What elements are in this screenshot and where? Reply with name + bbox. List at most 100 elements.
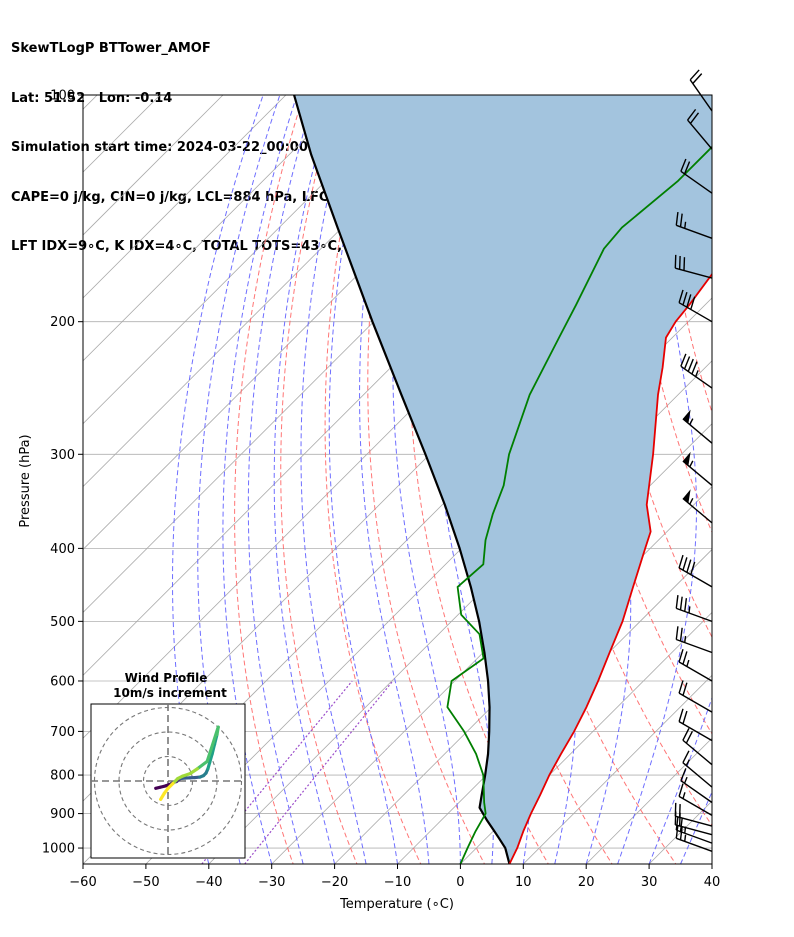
y-tick-label: 100: [50, 89, 75, 104]
dry-adiabat: [760, 95, 794, 867]
barb-half: [686, 659, 690, 667]
moist-adiabat: [328, 95, 398, 864]
inset-title: Wind Profile: [125, 671, 208, 685]
barb-full: [687, 108, 697, 121]
barb-full: [682, 728, 690, 741]
y-tick-label: 500: [50, 615, 75, 630]
dry-adiabat: [280, 95, 358, 864]
barb-full: [680, 158, 687, 172]
dewpoint-line: [446, 145, 712, 864]
barb-full: [684, 598, 688, 612]
wind-barb: [682, 489, 713, 524]
wind-barb: [680, 768, 713, 804]
barb-half: [684, 221, 687, 229]
barb-half: [689, 460, 694, 468]
cape-area: [294, 95, 712, 861]
wind-barb: [680, 158, 713, 194]
mixing-ratio-line: [201, 680, 353, 864]
barb-half: [689, 497, 694, 505]
barb-half: [684, 834, 687, 842]
moist-adiabat: [392, 95, 461, 864]
barb-full: [679, 826, 683, 840]
dry-adiabat: [324, 95, 422, 864]
moist-adiabat: [711, 862, 712, 864]
barb-full: [690, 296, 696, 310]
barb-staff: [675, 267, 713, 279]
dry-adiabat: [367, 95, 486, 864]
dry-adiabat: [628, 95, 712, 534]
isotherm-line: [334, 486, 712, 864]
barb-full: [680, 353, 687, 367]
isotherm-line: [523, 674, 712, 864]
barb-staff: [687, 119, 713, 150]
x-tick-label: −10: [384, 875, 411, 890]
moist-adiabat: [359, 95, 430, 864]
isotherm-line: [83, 95, 412, 425]
wind-barb: [678, 783, 713, 817]
wind-barb: [675, 816, 713, 844]
x-tick-label: 0: [456, 875, 464, 890]
barb-staff: [678, 567, 713, 588]
barb-staff: [678, 721, 713, 742]
wind-barb: [675, 824, 713, 852]
barb-half: [685, 759, 690, 766]
wind-barb: [678, 708, 713, 742]
barb-flag: [682, 451, 691, 466]
wind-barb: [678, 649, 713, 682]
isotherm-line: [83, 95, 224, 236]
parcel-path-line: [293, 95, 511, 864]
barb-staff: [678, 692, 713, 713]
barb-full: [675, 824, 679, 839]
dry-adiabat: [234, 95, 304, 864]
barb-full: [682, 651, 688, 665]
barb-full: [682, 291, 688, 306]
barb-full: [682, 682, 688, 696]
x-tick-label: 10: [515, 875, 532, 890]
barb-full: [682, 557, 688, 571]
barb-staff: [680, 780, 713, 804]
hodograph-segment: [210, 742, 217, 756]
y-tick-label: 600: [50, 674, 75, 689]
barb-full: [686, 294, 692, 308]
barb-half: [683, 776, 688, 784]
barb-staff: [682, 762, 713, 788]
barb-full: [692, 73, 703, 84]
wind-barb: [675, 626, 713, 654]
isotherm-line: [460, 611, 712, 864]
barb-full: [679, 213, 683, 227]
barb-full: [691, 361, 698, 375]
barb-full: [675, 816, 679, 831]
barb-staff: [678, 302, 713, 323]
hodograph-segment: [159, 791, 166, 801]
isotherm-line: [83, 95, 287, 299]
barb-full: [678, 708, 684, 722]
barb-full: [678, 783, 684, 797]
wind-barb: [678, 554, 713, 588]
x-tick-label: −60: [69, 875, 96, 890]
wind-profile-inset: Wind Profile 10m/s increment: [90, 671, 246, 859]
y-tick-label: 400: [50, 542, 75, 557]
barb-full: [686, 559, 692, 573]
wind-barb: [678, 289, 713, 323]
x-tick-label: −20: [321, 875, 348, 890]
barb-staff: [678, 795, 713, 817]
hodograph-segment: [195, 759, 209, 771]
isotherm-line: [775, 95, 794, 864]
isotherm-line: [83, 95, 350, 362]
x-tick-label: 40: [704, 875, 721, 890]
wind-barb: [682, 750, 713, 788]
y-tick-label: 700: [50, 725, 75, 740]
barb-full: [683, 356, 691, 370]
x-tick-label: −50: [132, 875, 159, 890]
x-axis-title: Temperature (∘C): [339, 897, 454, 912]
barb-full: [679, 627, 683, 642]
barb-full: [680, 768, 687, 781]
barb-half: [689, 418, 694, 425]
wind-barb: [678, 680, 713, 713]
moist-adiabat: [247, 95, 315, 864]
moist-adiabat: [300, 95, 367, 864]
wind-barbs: [674, 69, 713, 852]
barb-half: [688, 606, 691, 614]
y-tick-label: 300: [50, 448, 75, 463]
mixing-ratio-line: [244, 680, 394, 864]
